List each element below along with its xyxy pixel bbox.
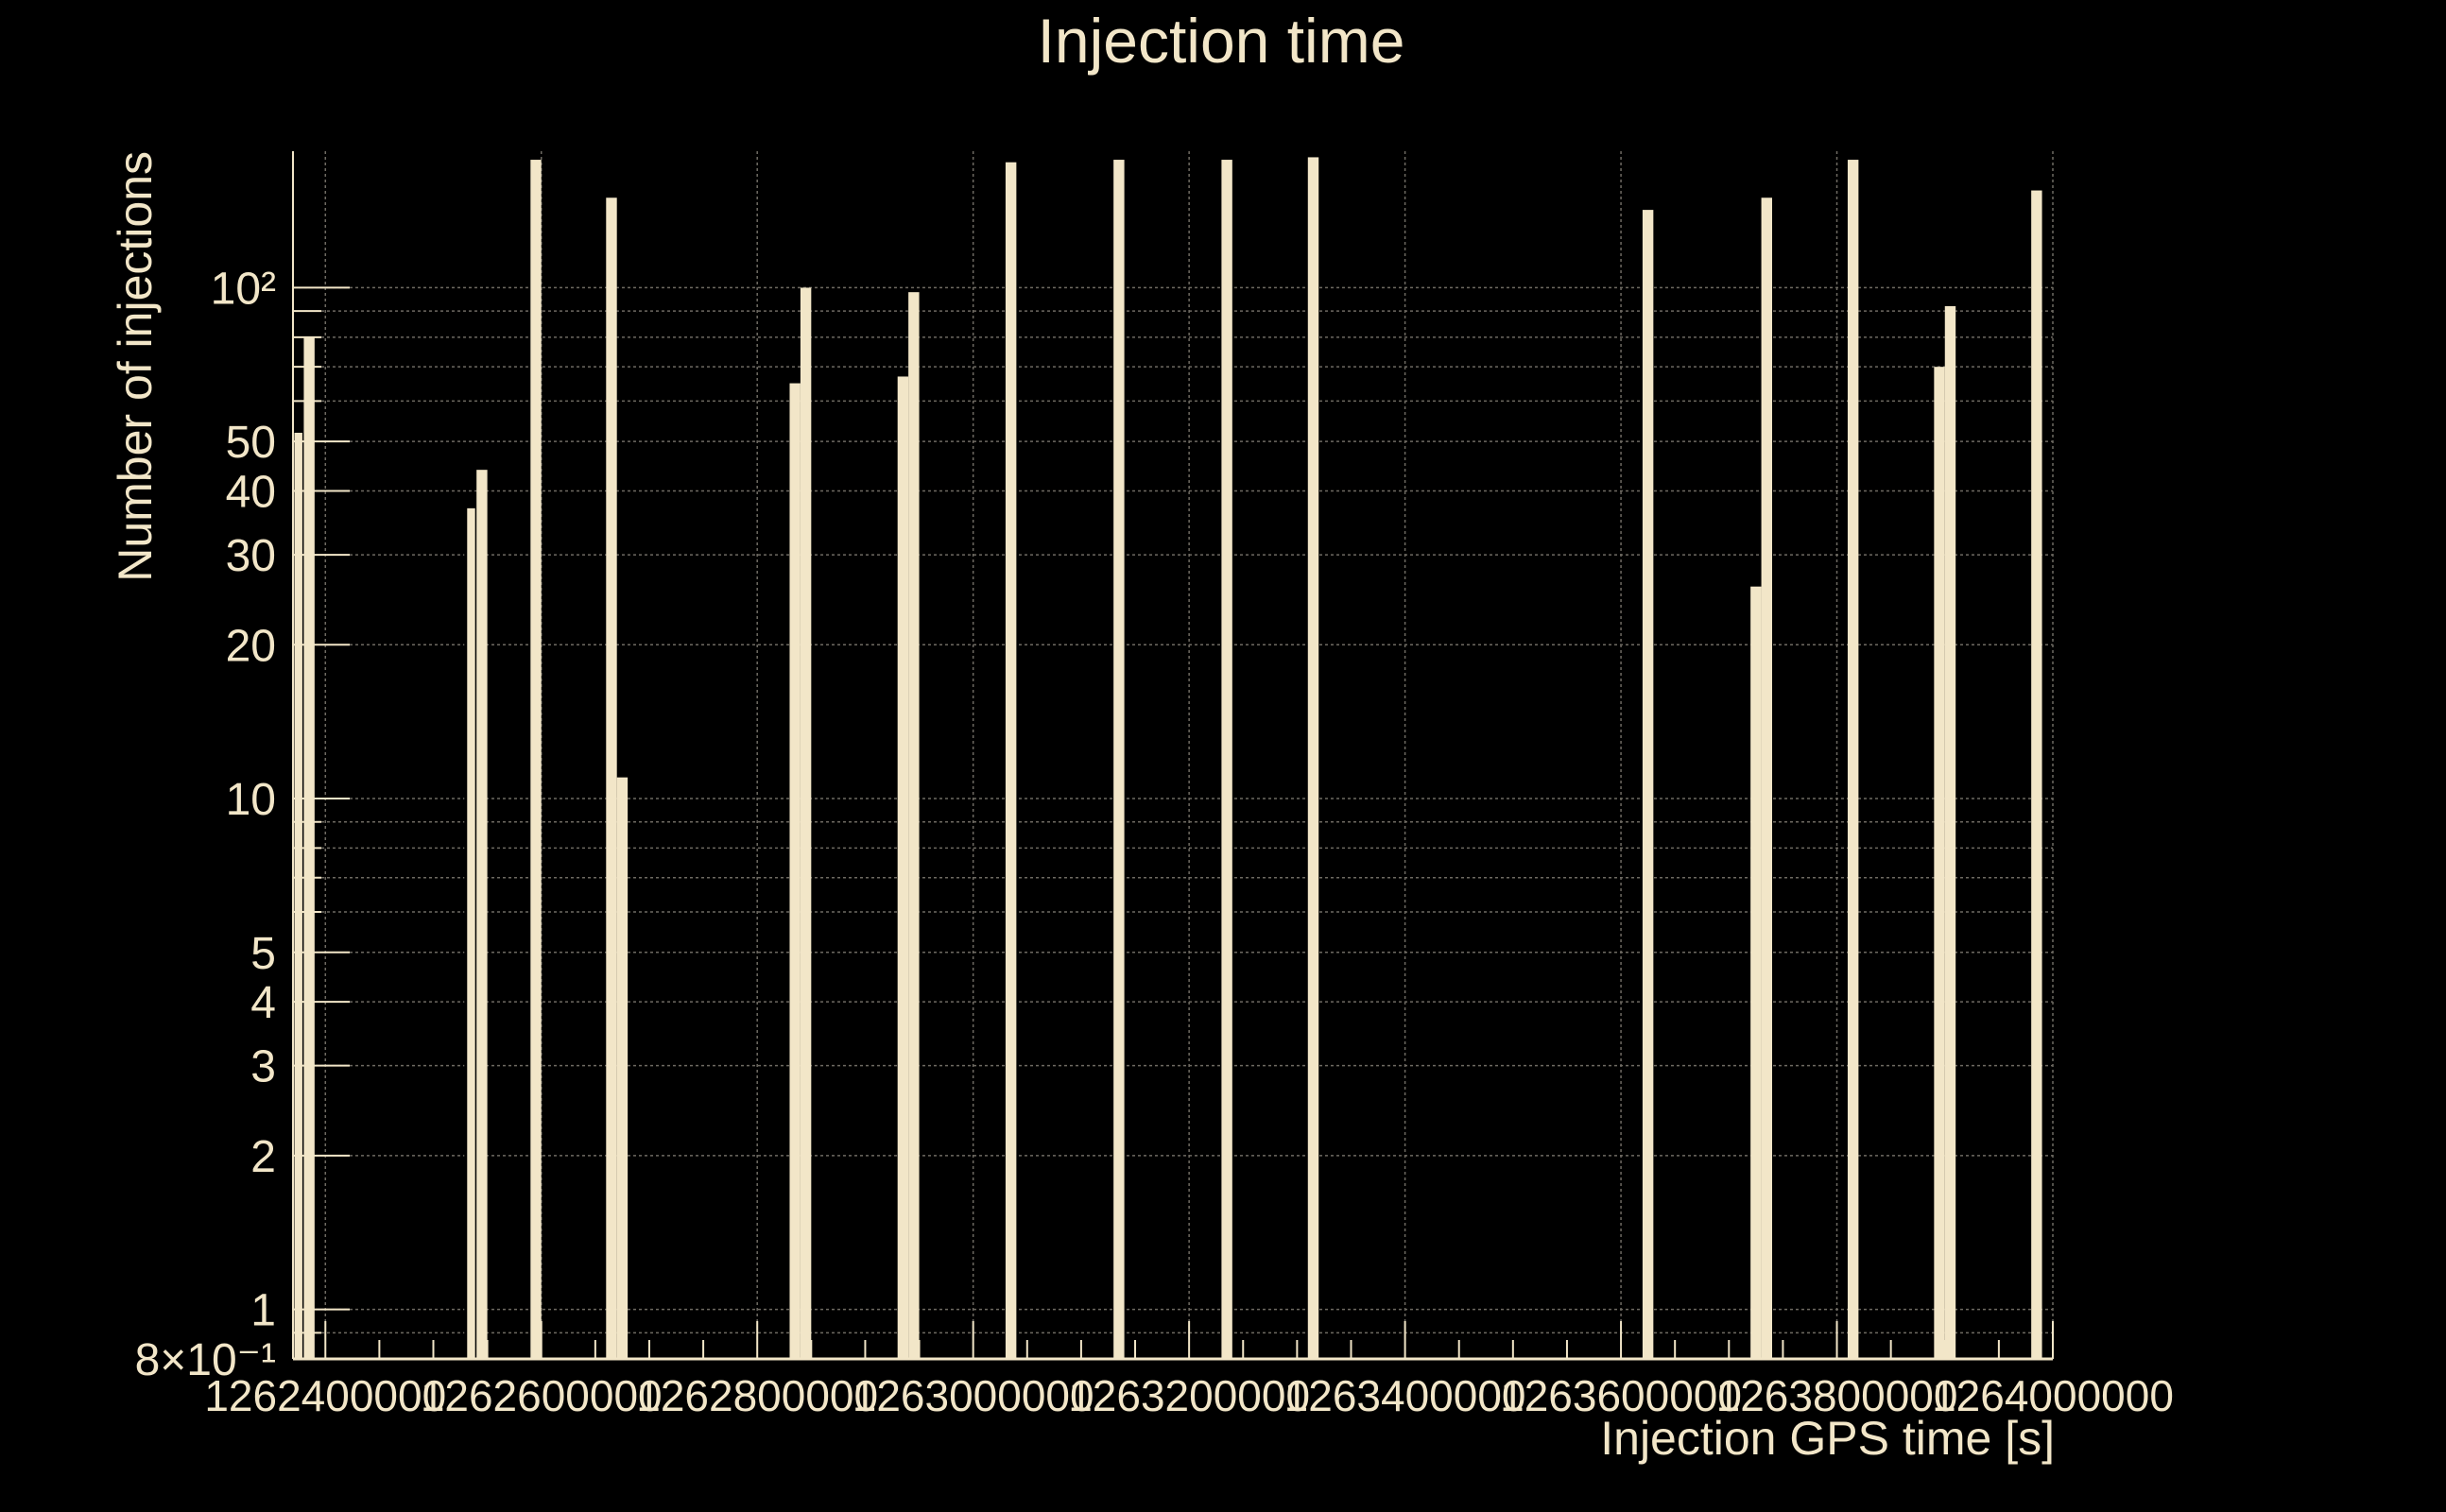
y-tick-label: 2: [250, 1132, 276, 1182]
y-axis-label: Number of injections: [109, 151, 162, 582]
histogram-bar: [530, 160, 542, 1360]
histogram-bar: [1847, 160, 1859, 1360]
histogram-bar: [1221, 160, 1232, 1360]
x-tick-label: 1263600000: [1500, 1371, 1742, 1420]
y-tick-label: 5: [250, 929, 276, 979]
y-tick-label: 10²: [211, 264, 276, 314]
histogram-bar: [897, 376, 909, 1360]
y-tick-label: 20: [226, 621, 276, 671]
histogram-bar: [1307, 157, 1319, 1359]
histogram-bar: [789, 383, 801, 1359]
y-tick-label: 50: [226, 418, 276, 468]
histogram-bar: [1761, 198, 1772, 1360]
chart-title: Injection time: [1038, 6, 1405, 76]
y-tick-label: 1: [250, 1286, 276, 1336]
x-tick-label: 1263400000: [1284, 1371, 1526, 1420]
y-tick-label: 40: [226, 468, 276, 518]
axes: [292, 151, 2054, 1361]
histogram-bar: [908, 292, 920, 1359]
y-tick-label: 8×10⁻¹: [135, 1335, 276, 1385]
histogram-bar: [1934, 367, 1945, 1360]
x-tick-labels: 1262400000126260000012628000001263000000…: [204, 1371, 2174, 1420]
histogram-bar: [293, 432, 304, 1359]
grid-lines: [293, 151, 2054, 1360]
histogram-bar: [1944, 306, 1956, 1359]
histogram-bar: [476, 470, 488, 1359]
x-tick-label: 1263200000: [1068, 1371, 1310, 1420]
histogram-bar: [1750, 586, 1762, 1359]
histogram-bar: [1113, 160, 1125, 1360]
x-tick-label: 1262600000: [421, 1371, 663, 1420]
histogram-bar: [465, 507, 477, 1359]
x-tick-label: 1263800000: [1716, 1371, 1958, 1420]
histogram-bar: [616, 777, 629, 1359]
y-tick-label: 4: [250, 978, 276, 1028]
histogram-bar: [2031, 190, 2042, 1360]
y-tick-label: 30: [226, 531, 276, 581]
histogram-bar: [1005, 162, 1017, 1359]
histogram-bar: [800, 287, 812, 1360]
y-tick-label: 10: [226, 775, 276, 825]
x-tick-label: 1262400000: [204, 1371, 446, 1420]
y-tick-label: 3: [250, 1042, 276, 1092]
histogram-bar: [606, 198, 617, 1360]
histogram-bar: [1642, 210, 1654, 1359]
x-tick-label: 1263000000: [853, 1371, 1094, 1420]
histogram-bars: [291, 157, 2042, 1361]
x-tick-label: 1264000000: [1932, 1371, 2174, 1420]
x-tick-label: 1262800000: [636, 1371, 878, 1420]
x-axis-label: Injection GPS time [s]: [1600, 1412, 2055, 1465]
